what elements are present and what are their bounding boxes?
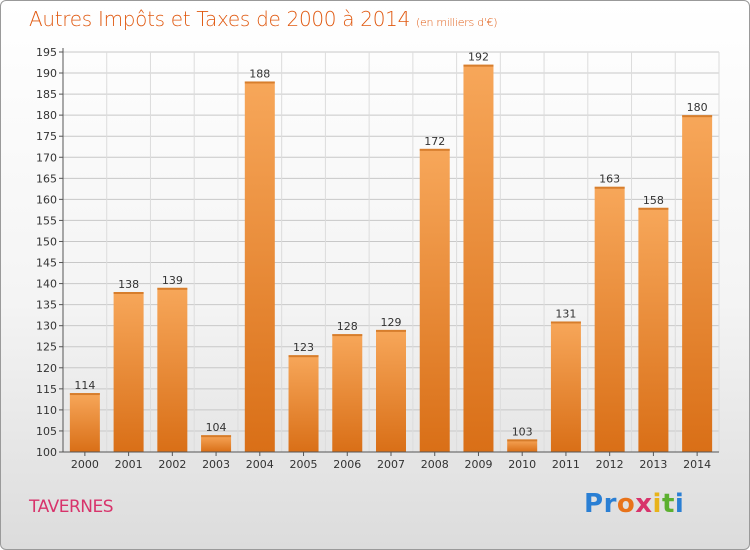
data-label-2009: 192 <box>468 51 489 64</box>
logo-letter: o <box>616 489 636 519</box>
bar-top-edge <box>463 64 494 67</box>
y-tick-label: 170 <box>36 151 57 164</box>
bar-2005 <box>288 355 319 452</box>
y-tick-label: 150 <box>36 235 57 248</box>
bar-2012 <box>594 186 625 452</box>
bar-top-edge <box>244 81 275 84</box>
data-label-2006: 128 <box>337 320 358 333</box>
y-tick-label: 120 <box>36 362 57 375</box>
bar-2007 <box>376 329 406 452</box>
bar-2003 <box>201 435 232 452</box>
bar-top-edge <box>419 148 450 151</box>
x-tick-label: 2008 <box>421 458 449 471</box>
data-label-2007: 129 <box>381 316 402 329</box>
y-tick-label: 135 <box>36 299 57 312</box>
bar-2010 <box>507 439 538 452</box>
bar-2002 <box>157 287 188 452</box>
data-label-2000: 114 <box>74 379 95 392</box>
bar-top-edge <box>332 334 363 337</box>
x-tick-label: 2010 <box>508 458 536 471</box>
x-tick-label: 2009 <box>464 458 492 471</box>
bar-top-edge <box>682 115 713 118</box>
axes <box>59 48 719 456</box>
data-label-2003: 104 <box>206 421 227 434</box>
x-tick-label: 2011 <box>552 458 580 471</box>
chart-title: Autres Impôts et Taxes de 2000 à 2014 (en… <box>29 7 497 31</box>
y-tick-label: 155 <box>36 214 57 227</box>
y-tick-label: 175 <box>36 130 57 143</box>
data-label-2001: 138 <box>118 278 139 291</box>
y-tick-label: 140 <box>36 278 57 291</box>
data-label-2012: 163 <box>599 173 620 186</box>
logo-letter: r <box>603 489 617 519</box>
y-tick-label: 130 <box>36 320 57 333</box>
y-tick-label: 165 <box>36 172 57 185</box>
logo-letter: t <box>661 489 675 519</box>
x-tick-label: 2007 <box>377 458 405 471</box>
y-tick-label: 110 <box>36 404 57 417</box>
y-tick-label: 160 <box>36 193 57 206</box>
x-tick-label: 2003 <box>202 458 230 471</box>
bar-top-edge <box>638 207 669 210</box>
bar-2013 <box>638 207 669 452</box>
bar-top-edge <box>157 287 188 290</box>
y-tick-label: 105 <box>36 425 57 438</box>
y-tick-label: 180 <box>36 109 57 122</box>
bar-2001 <box>113 292 144 452</box>
x-tick-label: 2006 <box>333 458 361 471</box>
bars <box>69 64 713 452</box>
bar-top-edge <box>594 186 625 189</box>
bar-top-edge <box>507 439 538 442</box>
bar-top-edge <box>201 435 232 438</box>
x-tick-label: 2002 <box>158 458 186 471</box>
y-tick-label: 100 <box>36 446 57 459</box>
x-tick-label: 2005 <box>290 458 318 471</box>
logo-letter: i <box>674 489 685 519</box>
bar-2011 <box>550 321 581 452</box>
y-tick-label: 190 <box>36 67 57 80</box>
bar-2004 <box>244 81 275 452</box>
bar-top-edge <box>69 393 100 396</box>
bar-top-edge <box>288 355 319 358</box>
x-tick-label: 2001 <box>115 458 143 471</box>
logo-letter: P <box>584 489 604 519</box>
data-label-2014: 180 <box>687 101 708 114</box>
y-tick-label: 145 <box>36 257 57 270</box>
chart-title-text: Autres Impôts et Taxes de 2000 à 2014 <box>29 7 410 31</box>
x-tick-label: 2013 <box>639 458 667 471</box>
bar-top-edge <box>550 321 581 324</box>
proxiti-logo: Proxiti <box>584 489 684 519</box>
x-tick-label: 2000 <box>71 458 99 471</box>
y-tick-label: 115 <box>36 383 57 396</box>
x-tick-label: 2012 <box>596 458 624 471</box>
data-label-2013: 158 <box>643 194 664 207</box>
bar-top-edge <box>113 292 144 294</box>
chart-unit: (en milliers d'€) <box>416 16 498 29</box>
data-label-2010: 103 <box>512 425 533 438</box>
data-label-2002: 139 <box>162 274 183 287</box>
y-tick-label: 195 <box>36 46 57 59</box>
data-label-2005: 123 <box>293 341 314 354</box>
bar-2000 <box>69 393 100 452</box>
place-name: TAVERNES <box>29 497 114 517</box>
bar-top-edge <box>376 329 406 332</box>
data-label-2011: 131 <box>555 307 576 320</box>
bar-2014 <box>682 115 713 452</box>
bar-2008 <box>419 148 450 452</box>
logo-letter: x <box>635 489 653 519</box>
x-tick-label: 2004 <box>246 458 274 471</box>
data-label-2004: 188 <box>249 67 270 80</box>
bar-2009 <box>463 64 494 452</box>
x-tick-label: 2014 <box>683 458 711 471</box>
tick-labels: 100 105 110 115 120 125 130 135 140 145 150 155 160 1… <box>36 46 711 471</box>
y-tick-label: 125 <box>36 341 57 354</box>
y-tick-label: 185 <box>36 88 57 101</box>
bar-2006 <box>332 334 363 452</box>
logo-letter: i <box>652 489 662 519</box>
data-label-2008: 172 <box>424 135 445 148</box>
